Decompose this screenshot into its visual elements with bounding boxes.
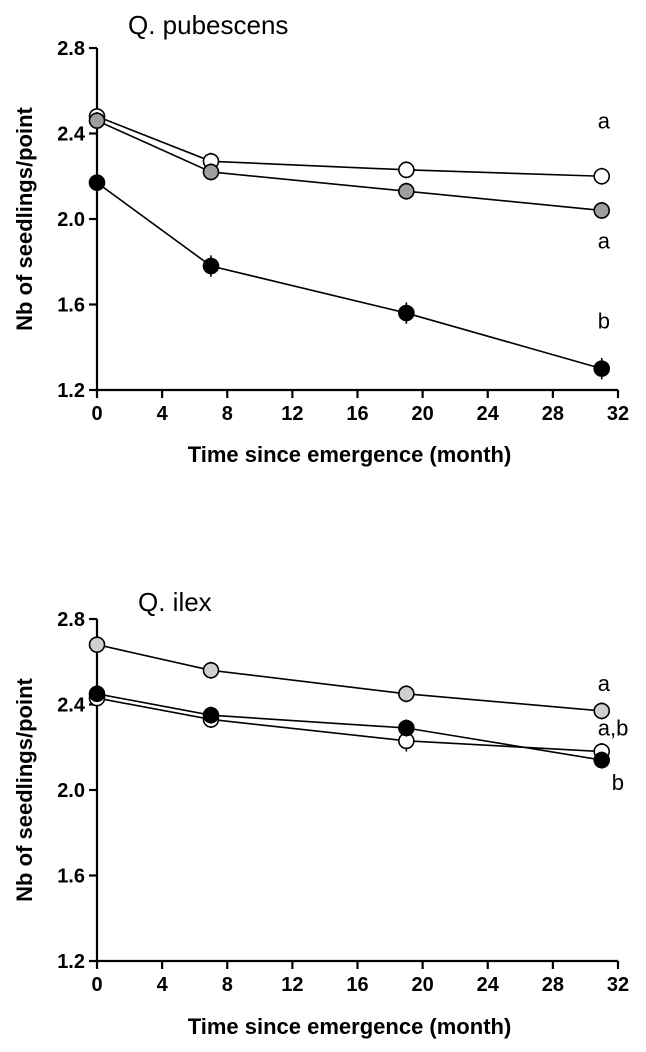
y-tick-label: 1.6	[57, 866, 85, 888]
significance-label: a	[598, 671, 611, 696]
x-tick-label: 0	[91, 403, 102, 425]
x-tick-label: 16	[346, 403, 368, 425]
x-tick-label: 24	[477, 403, 500, 425]
data-point	[202, 706, 220, 724]
x-tick-label: 24	[477, 974, 500, 996]
x-tick-label: 4	[157, 974, 169, 996]
series-2: b	[88, 685, 624, 795]
y-axis-label: Nb of seedlings/point	[12, 677, 37, 901]
chart-q-pubescens: Q. pubescens 1.2 1.6 2.0 2.4 2.8 0 4 8 12 16 20 24 28…	[12, 10, 629, 467]
x-axis-label: Time since emergence (month)	[188, 442, 512, 467]
y-tick-label: 2.4	[57, 695, 86, 717]
data-point	[398, 161, 415, 179]
x-tick-label: 8	[222, 974, 233, 996]
x-tick-label: 0	[91, 974, 102, 996]
data-point	[88, 636, 106, 653]
y-tick-label: 2.0	[57, 209, 85, 231]
x-axis-label: Time since emergence (month)	[188, 1014, 512, 1039]
series-2: b	[88, 174, 611, 380]
data-point	[398, 182, 415, 200]
data-point	[398, 304, 415, 322]
chart-title: Q. ilex	[138, 587, 212, 617]
significance-label: a	[598, 108, 611, 133]
series-line	[96, 119, 602, 212]
x-tick-label: 16	[346, 974, 368, 996]
data-point	[202, 257, 220, 275]
significance-label: a	[598, 228, 611, 253]
x-tick-label: 28	[542, 403, 564, 425]
y-tick-label: 2.0	[57, 780, 85, 802]
data-point	[398, 685, 415, 703]
series-line	[96, 182, 602, 370]
y-tick-label: 1.6	[57, 295, 85, 317]
chart-title: Q. pubescens	[128, 10, 288, 40]
data-point	[593, 202, 611, 219]
y-tick-label: 1.2	[57, 951, 85, 973]
y-tick-label: 2.8	[57, 38, 85, 60]
series-1: a	[88, 112, 611, 253]
data-point	[593, 702, 611, 720]
data-point	[88, 685, 106, 703]
data-point	[88, 112, 106, 129]
series-0: a	[88, 107, 611, 185]
data-point	[202, 163, 220, 181]
series-0: a	[88, 636, 611, 720]
x-tick-label: 4	[157, 403, 169, 425]
y-tick-label: 2.4	[57, 124, 86, 146]
y-tick-label: 1.2	[57, 380, 85, 402]
significance-label: b	[612, 770, 624, 795]
x-tick-label: 32	[607, 403, 629, 425]
y-tick-label: 2.8	[57, 609, 85, 631]
chart-q-ilex: Q. ilex 1.2 1.6 2.0 2.4 2.8 0 4 8 12 16 20 24 28 32 Tim…	[12, 587, 629, 1039]
series-line	[96, 693, 602, 761]
x-tick-label: 32	[607, 974, 629, 996]
x-tick-label: 8	[222, 403, 233, 425]
data-point	[202, 661, 220, 679]
data-point	[88, 174, 106, 191]
y-axis-label: Nb of seedlings/point	[12, 106, 37, 330]
significance-label: b	[598, 309, 610, 334]
x-tick-label: 20	[412, 403, 434, 425]
data-point	[593, 360, 611, 377]
x-tick-label: 12	[281, 974, 303, 996]
series-line	[96, 643, 602, 712]
data-point	[398, 719, 415, 737]
significance-label: a,b	[598, 716, 629, 741]
x-tick-label: 28	[542, 974, 564, 996]
x-tick-label: 12	[281, 403, 303, 425]
data-point	[593, 751, 611, 769]
series-line	[96, 115, 602, 178]
data-point	[593, 167, 611, 185]
x-tick-label: 20	[412, 974, 434, 996]
series-line	[96, 697, 602, 753]
